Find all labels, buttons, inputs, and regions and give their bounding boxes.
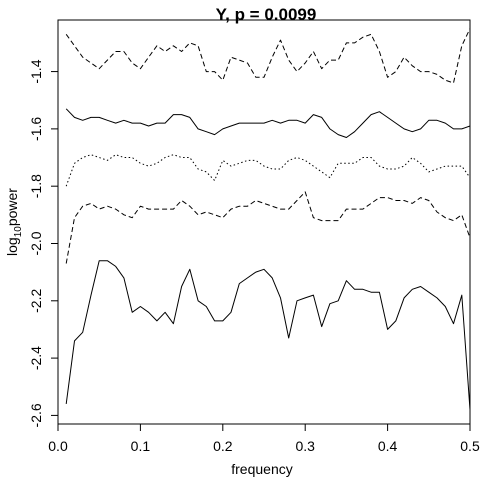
x-tick-label: 0.3 [295,438,315,454]
y-tick-label: -1.8 [28,174,44,198]
x-axis: 0.0 0.1 0.2 0.3 0.4 0.5 [48,424,480,454]
series-layer [65,28,471,410]
plot-frame [57,19,471,425]
y-axis-label-base: log [4,237,20,256]
x-tick-label: 0.1 [131,438,151,454]
y-tick-label: -2.2 [28,289,44,313]
series-2-line [65,108,471,138]
y-axis-label: log10power [4,188,24,256]
series-1-line [65,28,471,84]
series-4-line [65,191,471,264]
y-tick-label: -2.6 [28,403,44,427]
x-tick-label: 0.0 [48,438,68,454]
y-axis-label-subscript: 10 [13,226,24,238]
x-tick-label: 0.2 [213,438,233,454]
x-tick-label: 0.4 [378,438,398,454]
series-3-line [65,154,471,187]
chart-title: Y, p = 0.0099 [216,5,317,24]
y-tick-label: -1.4 [28,59,44,83]
series-5-line [65,260,471,410]
y-tick-label: -1.6 [28,117,44,141]
x-axis-label: frequency [231,461,292,477]
y-tick-label: -2.0 [28,231,44,255]
y-axis: -2.6 -2.4 -2.2 -2.0 -1.8 -1.6 -1.4 [28,59,58,427]
x-tick-label: 0.5 [460,438,480,454]
y-axis-label-rest: power [4,188,20,226]
y-tick-label: -2.4 [28,346,44,370]
